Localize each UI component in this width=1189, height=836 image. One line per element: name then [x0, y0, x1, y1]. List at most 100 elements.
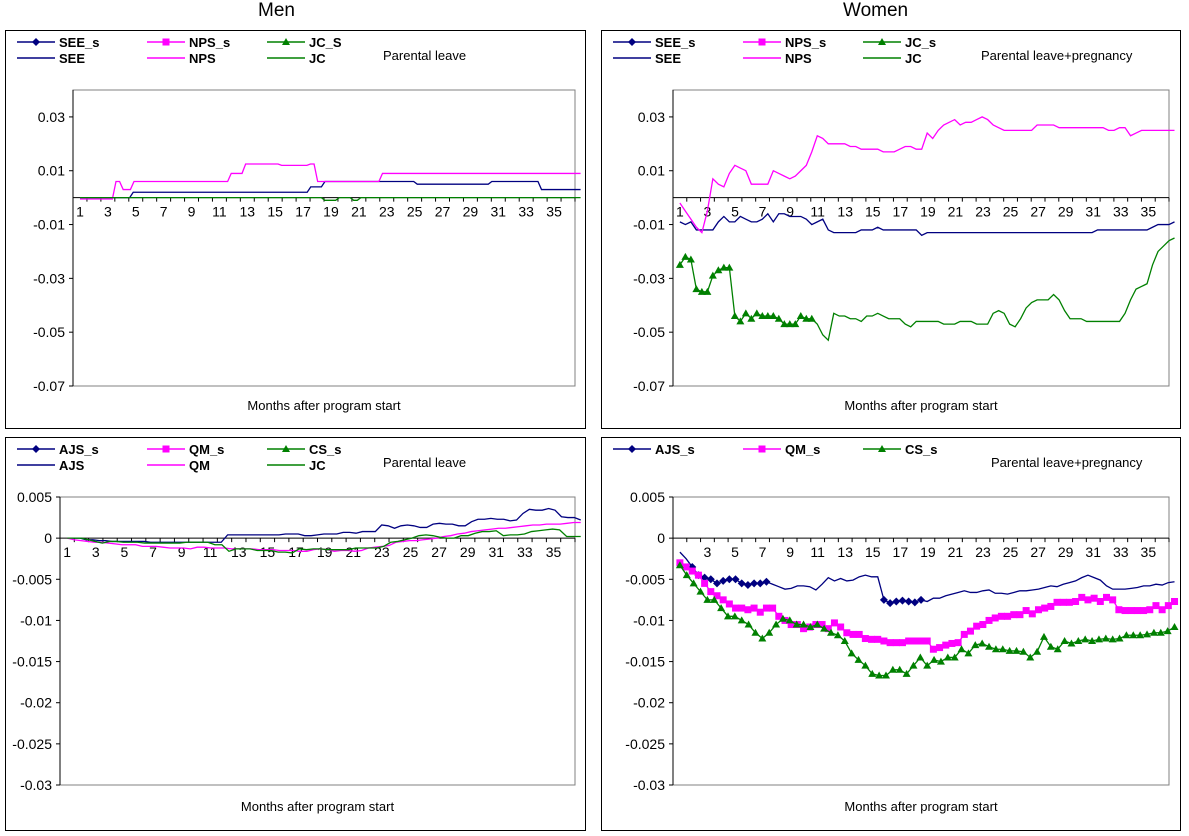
series-ajs-point	[879, 595, 888, 604]
series-see-line	[679, 212, 1175, 237]
chart-annotation: Parental leave	[383, 455, 466, 470]
series-qm-point	[1022, 607, 1030, 615]
series-cs-point	[936, 657, 945, 665]
y-tick-label: -0.01	[20, 612, 52, 628]
series-cs-point	[854, 655, 863, 663]
series-cs-point	[813, 620, 822, 628]
y-tick-label: -0.025	[12, 736, 52, 752]
x-tick-label: 27	[435, 204, 451, 220]
series-jc-s-point	[752, 309, 761, 317]
series-qm-point	[1109, 596, 1117, 604]
legend-see-s-label: SEE_s	[655, 35, 695, 50]
series-cs-point	[916, 653, 925, 661]
series-cs-point	[881, 671, 890, 679]
series-jc-s-point	[785, 320, 794, 328]
series-qm-point	[830, 619, 838, 627]
x-tick-label: 3	[104, 204, 112, 220]
series-ajs-point	[756, 579, 765, 588]
legend-nps-s-label: NPS_s	[189, 35, 230, 50]
series-qm-point	[1096, 598, 1104, 606]
series-ajs-point	[750, 579, 759, 588]
series-qm-point	[800, 625, 808, 633]
x-tick-label: 13	[837, 544, 853, 560]
series-cs-point	[744, 620, 753, 628]
series-qm-point	[756, 608, 764, 616]
legend-ajs-marker	[628, 445, 636, 453]
series-ajs-point	[898, 596, 907, 605]
x-tick-label: 7	[759, 204, 767, 220]
x-tick-label: 7	[149, 544, 157, 560]
legend-nps-label: NPS	[189, 51, 216, 66]
x-tick-label: 17	[288, 544, 304, 560]
series-cs-point	[847, 649, 856, 657]
x-tick-label: 33	[518, 204, 534, 220]
series-cs-point	[985, 642, 994, 650]
series-cs-point	[772, 620, 781, 628]
y-tick-label: 0.01	[38, 163, 65, 179]
x-tick-label: 15	[865, 544, 881, 560]
x-axis-label: Months after program start	[844, 799, 998, 814]
series-qm-point	[713, 592, 721, 600]
series-nps-line	[679, 116, 1175, 234]
legend-qm-label: QM_s	[785, 442, 820, 457]
y-tick-label: -0.05	[33, 324, 65, 340]
series-jc-s-point	[807, 314, 816, 322]
x-tick-label: 1	[63, 544, 71, 560]
series-cs-point	[1108, 635, 1117, 643]
series-jc-s-point	[780, 320, 789, 328]
x-axis-label: Months after program start	[241, 799, 395, 814]
x-tick-label: 5	[132, 204, 140, 220]
y-tick-label: -0.015	[625, 654, 665, 670]
series-jc-s-point	[736, 317, 745, 325]
legend-see-s-marker	[628, 38, 636, 46]
series-qm-point	[744, 606, 752, 614]
series-jc-s-point	[741, 309, 750, 317]
series-jc-s-point	[703, 287, 712, 295]
series-cs-point	[785, 616, 794, 624]
x-tick-label: 9	[786, 544, 794, 560]
series-qm-point	[1065, 598, 1073, 606]
legend-cs-label: CS_s	[905, 442, 938, 457]
series-cs-point	[1081, 635, 1090, 643]
x-tick-label: 27	[1030, 544, 1046, 560]
series-qm-point	[1004, 612, 1012, 620]
series-qm-point	[762, 604, 770, 612]
y-tick-label: -0.07	[633, 378, 665, 394]
series-qm-point	[688, 567, 696, 575]
x-tick-label: 17	[295, 204, 311, 220]
x-tick-label: 33	[1113, 204, 1129, 220]
series-qm-point	[1041, 604, 1049, 612]
x-tick-label: 31	[1085, 544, 1101, 560]
legend-jc-s-label: JC_s	[905, 35, 936, 50]
series-cs-point	[875, 671, 884, 679]
y-tick-label: -0.01	[33, 217, 65, 233]
series-jc-s-point	[791, 320, 800, 328]
series-cs-point	[1170, 623, 1179, 631]
series-ajs-point	[743, 581, 752, 590]
series-qm-point	[787, 621, 795, 629]
series-cs-point	[923, 661, 932, 669]
y-tick-label: -0.01	[633, 217, 665, 233]
series-qm-point	[997, 612, 1005, 620]
legend-jc-s-marker	[878, 38, 886, 45]
legend-nps-s-label: NPS_s	[785, 35, 826, 50]
series-qm-point	[824, 625, 832, 633]
x-tick-label: 35	[546, 544, 562, 560]
x-tick-label: 35	[1141, 544, 1157, 560]
series-cs-point	[1060, 637, 1069, 644]
series-nps-line	[79, 163, 581, 200]
series-cs-point	[778, 614, 787, 622]
series-cs-point	[1046, 642, 1055, 650]
y-tick-label: 0	[44, 530, 52, 546]
y-tick-label: -0.02	[633, 695, 665, 711]
series-ajs-point	[917, 595, 926, 604]
series-ajs-point	[712, 579, 721, 588]
series-ajs-point	[762, 577, 771, 586]
series-ajs-point	[731, 575, 740, 584]
series-jc-s-point	[747, 314, 756, 322]
x-tick-label: 23	[975, 544, 991, 560]
series-cs-point	[675, 561, 684, 569]
series-ajs-point	[910, 598, 919, 607]
legend-qm-label: QM	[189, 458, 210, 473]
series-cs-point	[1156, 628, 1165, 636]
